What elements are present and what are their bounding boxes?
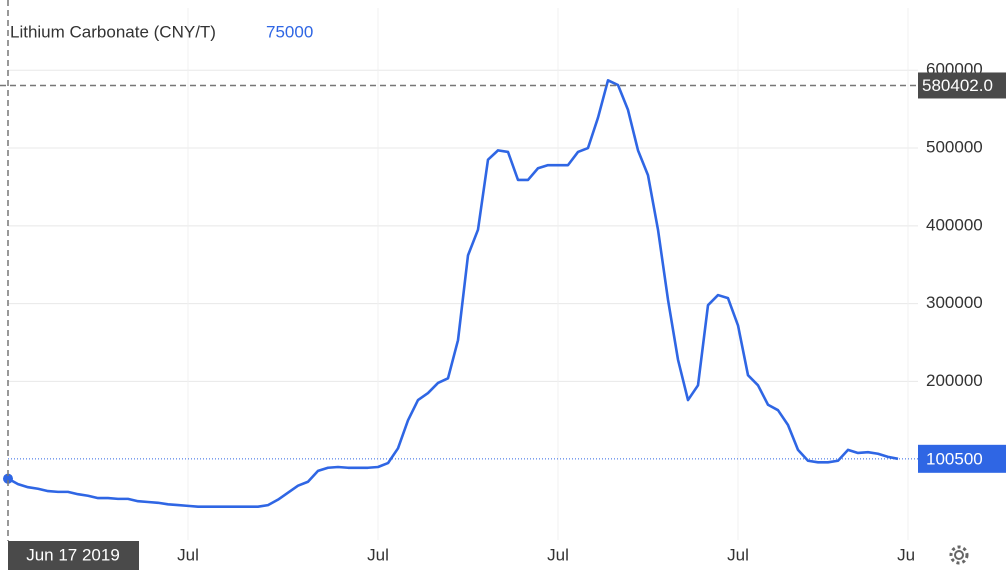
hover-value: 75000 bbox=[266, 22, 313, 41]
x-tick-label: Jul bbox=[547, 545, 569, 564]
hover-point bbox=[3, 473, 13, 484]
last-value-label: 100500 bbox=[926, 449, 983, 468]
chart-title: Lithium Carbonate (CNY/T) bbox=[10, 22, 216, 41]
crosshair-value: 580402.0 bbox=[922, 76, 993, 95]
x-tick-label: Jul bbox=[177, 545, 199, 564]
settings-icon[interactable] bbox=[949, 545, 969, 565]
x-tick-label: Jul bbox=[897, 545, 919, 564]
y-tick-label: 200000 bbox=[926, 371, 983, 390]
x-tick-label: Jul bbox=[367, 545, 389, 564]
line bbox=[7, 79, 899, 508]
crosshair-date-box bbox=[8, 541, 139, 570]
x-tick-label: Jul bbox=[727, 545, 749, 564]
y-tick-label: 300000 bbox=[926, 293, 983, 312]
crosshair-date: Jun 17 2019 bbox=[26, 545, 120, 564]
y-tick-label: 400000 bbox=[926, 215, 983, 234]
last-value-box bbox=[918, 444, 1006, 473]
y-tick-label: 500000 bbox=[926, 138, 983, 157]
crosshair-value-box bbox=[918, 72, 1006, 99]
